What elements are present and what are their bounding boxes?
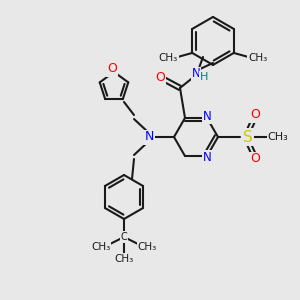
Text: CH₃: CH₃ (114, 254, 134, 264)
Text: CH₃: CH₃ (248, 53, 267, 63)
Text: N: N (202, 110, 211, 123)
Text: O: O (250, 152, 260, 166)
Text: C: C (121, 232, 128, 242)
Text: N: N (192, 68, 200, 80)
Text: N: N (202, 151, 211, 164)
Text: H: H (200, 72, 208, 82)
Text: CH₃: CH₃ (137, 242, 157, 252)
Text: CH₃: CH₃ (268, 132, 288, 142)
Text: O: O (107, 62, 117, 76)
Text: O: O (250, 109, 260, 122)
Text: O: O (155, 71, 165, 84)
Text: S: S (243, 130, 253, 145)
Text: CH₃: CH₃ (92, 242, 111, 252)
Text: N: N (144, 130, 154, 143)
Text: CH₃: CH₃ (159, 53, 178, 63)
